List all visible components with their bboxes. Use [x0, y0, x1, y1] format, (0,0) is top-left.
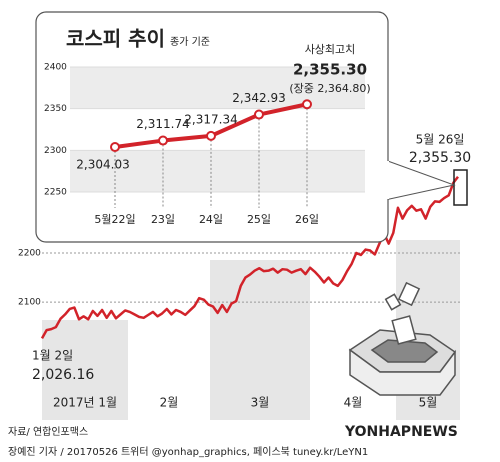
inset-chart: 코스피 추이 종가 기준 2250 2300 2350 2400 5월22일 23일 24일… — [44, 27, 371, 227]
ballot-illustration — [348, 281, 457, 396]
x-tick-label: 5월22일 — [94, 212, 135, 226]
value-label: 2,317.34 — [184, 112, 237, 126]
source: 자료/ 연합인포맥스 — [8, 426, 88, 438]
value-label: 2,342.93 — [232, 91, 285, 105]
x-tick-label: 2월 — [160, 396, 179, 410]
y-tick-label: 2250 — [44, 188, 67, 198]
data-point — [158, 135, 168, 146]
x-tick-label: 3월 — [251, 396, 270, 410]
x-tick-label: 26일 — [295, 212, 319, 226]
month-band — [42, 320, 128, 420]
data-point — [206, 130, 216, 141]
y-tick-label: 2100 — [18, 298, 41, 308]
annotation: 2,026.16 — [32, 367, 94, 383]
watermark: YONHAPNEWS — [344, 424, 458, 440]
highlight-box — [453, 169, 468, 206]
annotation: 1월 2일 — [32, 349, 73, 363]
x-tick-label: 5월 — [419, 396, 438, 410]
annotation: 사상최고치 — [305, 43, 356, 56]
credit: 장예진 기자 / 20170526 트위터 @yonhap_graphics, … — [8, 445, 368, 458]
annotation: 5월 26일 — [416, 133, 465, 147]
data-point — [254, 109, 264, 120]
data-line — [40, 175, 459, 339]
data-point — [110, 141, 120, 152]
grid-band — [70, 150, 365, 192]
grid-band — [70, 67, 365, 109]
inset-subtitle: 종가 기준 — [170, 36, 210, 48]
data-point — [302, 99, 312, 110]
value-label: 2,311.74 — [136, 117, 189, 131]
callout-join — [385, 161, 389, 199]
value-label: 2,355.30 — [293, 61, 367, 79]
y-tick-label: 2200 — [18, 248, 41, 258]
y-tick-label: 2300 — [44, 146, 67, 156]
x-tick-label: 25일 — [247, 212, 271, 226]
inset-title: 코스피 추이 — [66, 27, 165, 51]
x-tick-label: 2017년 1월 — [53, 396, 117, 410]
x-tick-label: 24일 — [199, 212, 223, 226]
y-tick-label: 2350 — [44, 104, 67, 114]
main-chart: 2017년 1월 2월 3월 4월 5월 2100 2200 1월 2일 2,026.16 5월 … — [18, 133, 471, 410]
annotation: (장중 2,364.80) — [289, 82, 370, 95]
x-tick-label: 23일 — [151, 212, 175, 226]
value-label: 2,304.03 — [76, 157, 129, 171]
y-tick-label: 2400 — [44, 63, 67, 73]
annotation: 2,355.30 — [409, 150, 471, 166]
month-band — [210, 260, 310, 420]
x-tick-label: 4월 — [344, 396, 363, 410]
